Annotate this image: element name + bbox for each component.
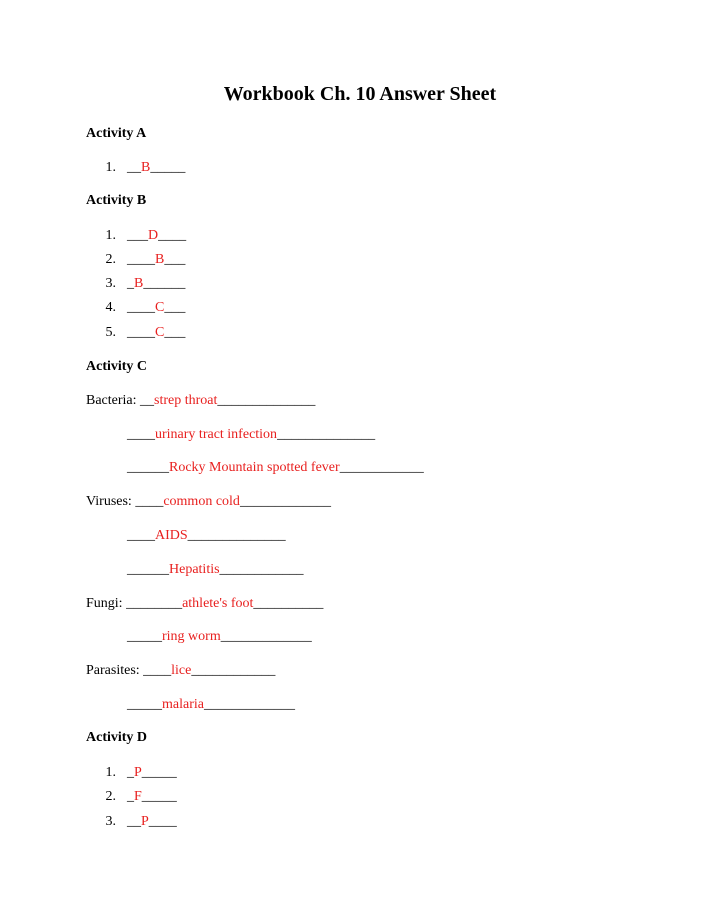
answer-text: strep throat (154, 393, 218, 408)
answer-text: B (155, 252, 165, 267)
blank-before: ____ (127, 528, 155, 543)
bacteria-row-3: ______Rocky Mountain spotted fever______… (127, 460, 424, 476)
parasites-row-2: _____malaria_____________ (127, 697, 295, 713)
item-number: 3. (105, 814, 117, 829)
blank-before: _ (127, 276, 134, 291)
answer-text: P (141, 814, 149, 829)
viruses-label: Viruses: (86, 494, 136, 509)
blank-before: __ (127, 160, 141, 175)
blank-after: ____________ (191, 663, 276, 678)
answer-line: _F_____ (127, 789, 177, 805)
activity-c-heading: Activity C (86, 359, 148, 374)
answer-line: ___D____ (127, 228, 186, 244)
item-number: 3. (105, 276, 117, 291)
answer-text: athlete's foot (182, 596, 254, 611)
blank-before: ___ (127, 228, 148, 243)
item-number: 5. (105, 325, 117, 340)
blank-before: ____ (127, 252, 155, 267)
answer-line: _B______ (127, 276, 185, 292)
blank-before: _ (127, 765, 134, 780)
answer-text: urinary tract infection (155, 427, 278, 442)
answer-line: __B_____ (127, 160, 185, 176)
blank-after: _____________ (220, 629, 312, 644)
blank-after: ______________ (187, 528, 286, 543)
item-number: 4. (105, 300, 117, 315)
blank-before: __ (140, 393, 155, 408)
blank-after: ____________ (339, 460, 424, 475)
blank-before: _____ (127, 629, 162, 644)
answer-text: lice (171, 663, 192, 678)
item-number: 1. (105, 765, 117, 780)
blank-after: _____ (141, 789, 177, 804)
blank-before: ____ (135, 494, 164, 509)
answer-text: C (155, 300, 165, 315)
blank-after: ____ (148, 814, 177, 829)
blank-after: ___ (164, 325, 186, 340)
item-number: 2. (105, 789, 117, 804)
answer-line: __P____ (127, 814, 177, 830)
answer-text: D (148, 228, 159, 243)
blank-after: ___ (164, 300, 186, 315)
viruses-row-1: Viruses: ____common cold_____________ (86, 494, 331, 510)
answer-text: ring worm (162, 629, 221, 644)
viruses-row-3: ______Hepatitis____________ (127, 562, 304, 578)
blank-after: __________ (253, 596, 324, 611)
blank-after: ____________ (219, 562, 304, 577)
blank-before: _____ (127, 697, 162, 712)
parasites-row-1: Parasites: ____lice____________ (86, 663, 275, 679)
blank-before: _ (127, 789, 134, 804)
answer-text: B (141, 160, 151, 175)
answer-line: ____C___ (127, 300, 185, 316)
blank-before: ______ (127, 460, 169, 475)
blank-after: _____ (150, 160, 186, 175)
blank-after: _____________ (239, 494, 331, 509)
blank-before: __ (127, 814, 141, 829)
answer-text: C (155, 325, 165, 340)
bacteria-row-1: Bacteria: __strep throat______________ (86, 393, 315, 409)
blank-after: ____ (158, 228, 187, 243)
item-number: 1. (105, 228, 117, 243)
activity-a-heading: Activity A (86, 126, 147, 141)
answer-text: AIDS (155, 528, 188, 543)
blank-after: ______________ (277, 427, 376, 442)
answer-text: Hepatitis (169, 562, 220, 577)
blank-after: _____________ (203, 697, 295, 712)
bacteria-label: Bacteria: (86, 393, 141, 408)
fungi-row-1: Fungi: ________athlete's foot__________ (86, 596, 323, 612)
viruses-row-2: ____AIDS______________ (127, 528, 286, 544)
blank-after: ______ (143, 276, 186, 291)
answer-text: common cold (163, 494, 240, 509)
answer-line: ____C___ (127, 325, 185, 341)
blank-before: ____ (127, 300, 155, 315)
fungi-label: Fungi: (86, 596, 127, 611)
answer-text: Rocky Mountain spotted fever (169, 460, 340, 475)
blank-before: ______ (127, 562, 169, 577)
blank-before: ________ (126, 596, 183, 611)
fungi-row-2: _____ring worm_____________ (127, 629, 312, 645)
answer-text: malaria (162, 697, 204, 712)
activity-d-heading: Activity D (86, 730, 148, 745)
answer-text: F (134, 789, 142, 804)
item-number: 2. (105, 252, 117, 267)
blank-after: ___ (164, 252, 186, 267)
activity-b-heading: Activity B (86, 193, 147, 208)
blank-before: ____ (127, 325, 155, 340)
answer-text: B (134, 276, 144, 291)
blank-after: _____ (141, 765, 177, 780)
blank-after: ______________ (217, 393, 316, 408)
answer-text: P (134, 765, 142, 780)
answer-line: _P_____ (127, 765, 177, 781)
page-title: Workbook Ch. 10 Answer Sheet (223, 83, 497, 105)
answer-line: ____B___ (127, 252, 185, 268)
blank-before: ____ (143, 663, 172, 678)
parasites-label: Parasites: (86, 663, 144, 678)
bacteria-row-2: ____urinary tract infection_____________… (127, 427, 375, 443)
blank-before: ____ (127, 427, 155, 442)
item-number: 1. (105, 160, 117, 175)
